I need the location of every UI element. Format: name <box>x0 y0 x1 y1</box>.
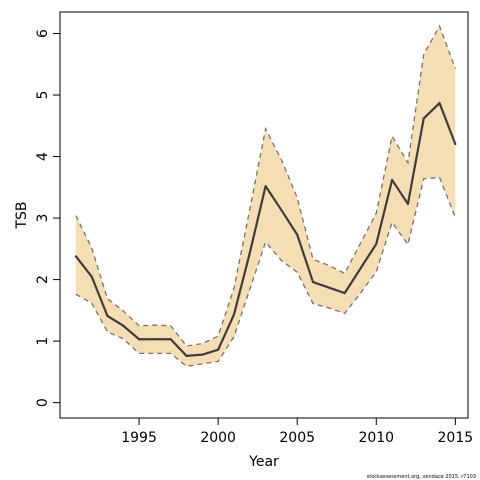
y-tick-label-2: 2 <box>35 275 51 284</box>
estimate-point-2015 <box>454 143 457 146</box>
y-axis: 0 1 2 3 4 5 6 <box>35 29 60 407</box>
x-tick-label-2010: 2010 <box>358 430 394 446</box>
x-tick-label-2005: 2005 <box>279 430 315 446</box>
estimate-point-2008 <box>343 292 346 295</box>
estimate-point-1999 <box>201 353 204 356</box>
estimate-point-2002 <box>248 252 251 255</box>
estimate-points <box>74 102 457 357</box>
estimate-point-1996 <box>153 338 156 341</box>
estimate-point-2004 <box>280 209 283 212</box>
y-axis-title: TSB <box>14 201 30 229</box>
y-tick-label-3: 3 <box>35 214 51 223</box>
x-axis-title: Year <box>248 454 279 470</box>
credit-text: stockassessment.org, vendace 2015, r7103 <box>367 474 476 480</box>
confidence-band <box>75 26 456 367</box>
estimate-point-2001 <box>232 313 235 316</box>
y-tick-label-4: 4 <box>35 152 51 161</box>
estimate-point-1993 <box>106 314 109 317</box>
x-tick-label-1995: 1995 <box>121 430 157 446</box>
estimate-point-1992 <box>90 275 93 278</box>
estimate-point-2000 <box>217 348 220 351</box>
upper-bound-line <box>75 24 456 347</box>
estimate-point-2007 <box>327 286 330 289</box>
estimate-point-1995 <box>138 338 141 341</box>
estimate-point-2003 <box>264 185 267 188</box>
estimate-point-1998 <box>185 354 188 357</box>
estimate-point-2013 <box>422 117 425 120</box>
x-tick-label-2015: 2015 <box>438 430 474 446</box>
y-tick-label-5: 5 <box>35 91 51 100</box>
estimate-point-2012 <box>406 202 409 205</box>
plot-frame <box>59 11 469 419</box>
y-tick-label-0: 0 <box>35 398 51 407</box>
estimate-point-2009 <box>359 267 362 270</box>
estimate-point-1994 <box>122 324 125 327</box>
estimate-point-2014 <box>438 102 441 105</box>
estimate-point-2011 <box>391 178 394 181</box>
x-axis: 1995 2000 2005 2010 2015 <box>121 418 473 446</box>
estimate-point-2005 <box>296 233 299 236</box>
estimate-point-1991 <box>74 255 77 258</box>
estimate-point-2010 <box>375 242 378 245</box>
estimate-point-2006 <box>312 281 315 284</box>
estimate-point-1997 <box>169 338 172 341</box>
y-tick-label-6: 6 <box>35 29 51 38</box>
y-tick-label-1: 1 <box>35 337 51 346</box>
x-tick-label-2000: 2000 <box>200 430 236 446</box>
